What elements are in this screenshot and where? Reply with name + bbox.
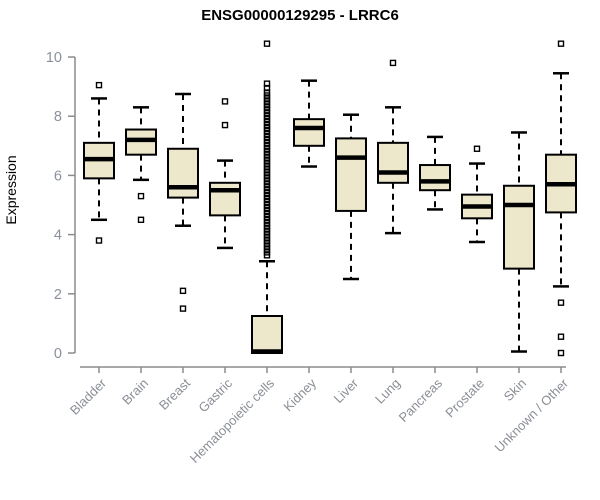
iqr-box (209, 181, 241, 217)
x-category-label-liver: Liver (331, 375, 362, 406)
x-category-label-lung: Lung (372, 376, 403, 407)
box-gastric (209, 98, 241, 250)
outlier-point (95, 81, 103, 89)
outlier-point (389, 59, 397, 67)
x-category-label-skin: Skin (501, 376, 529, 404)
outlier-point (179, 287, 187, 295)
iqr-box (167, 147, 199, 199)
x-category-label-brain: Brain (119, 376, 151, 408)
outlier-point (221, 121, 229, 129)
y-tick-label: 8 (54, 109, 62, 125)
box-brain (125, 106, 157, 224)
y-axis-label: Expression (3, 155, 19, 224)
iqr-box (293, 118, 325, 147)
x-category-label-kidney: Kidney (280, 375, 319, 414)
box-breast (167, 92, 199, 312)
x-category-label-breast: Breast (156, 375, 193, 412)
outlier-point (557, 299, 565, 306)
outlier-point (137, 216, 145, 224)
outlier-point (557, 333, 565, 340)
iqr-box (251, 315, 283, 354)
outlier-point (557, 40, 565, 47)
iqr-box (377, 141, 409, 184)
outlier-point (557, 349, 565, 357)
outlier-point (263, 252, 271, 259)
x-category-label-gastric: Gastric (195, 375, 235, 415)
box-liver (335, 113, 367, 281)
outlier-point (221, 98, 229, 105)
iqr-box (503, 184, 535, 270)
outlier-point (95, 237, 103, 244)
box-pancreas (419, 135, 451, 211)
x-category-label-unknown-other: Unknown / Other (492, 375, 572, 455)
y-tick-label: 2 (54, 287, 62, 303)
box-lung (377, 59, 409, 235)
box-prostate (461, 145, 493, 244)
outlier-point (473, 145, 481, 152)
y-tick-label: 6 (54, 168, 62, 184)
y-tick-label: 0 (54, 346, 62, 362)
outlier-point (179, 305, 187, 312)
chart-title: ENSG00000129295 - LRRC6 (201, 7, 399, 24)
box-skin (503, 131, 535, 353)
y-tick-label: 10 (46, 50, 62, 66)
outlier-point (137, 192, 145, 200)
x-category-label-pancreas: Pancreas (396, 375, 446, 425)
iqr-box (335, 137, 367, 212)
box-bladder (83, 81, 115, 244)
outlier-point (263, 40, 271, 47)
y-tick-label: 4 (54, 228, 62, 244)
x-category-label-bladder: Bladder (67, 375, 110, 418)
box-unknown-other (545, 40, 577, 357)
box-hematopoietic-cells (251, 40, 283, 354)
box-kidney (293, 79, 325, 168)
iqr-box (419, 164, 451, 192)
x-category-label-prostate: Prostate (442, 376, 487, 421)
